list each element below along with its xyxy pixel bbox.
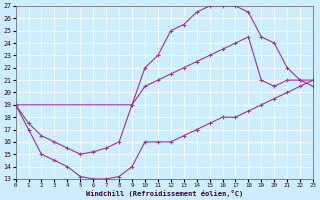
X-axis label: Windchill (Refroidissement éolien,°C): Windchill (Refroidissement éolien,°C) <box>86 190 243 197</box>
